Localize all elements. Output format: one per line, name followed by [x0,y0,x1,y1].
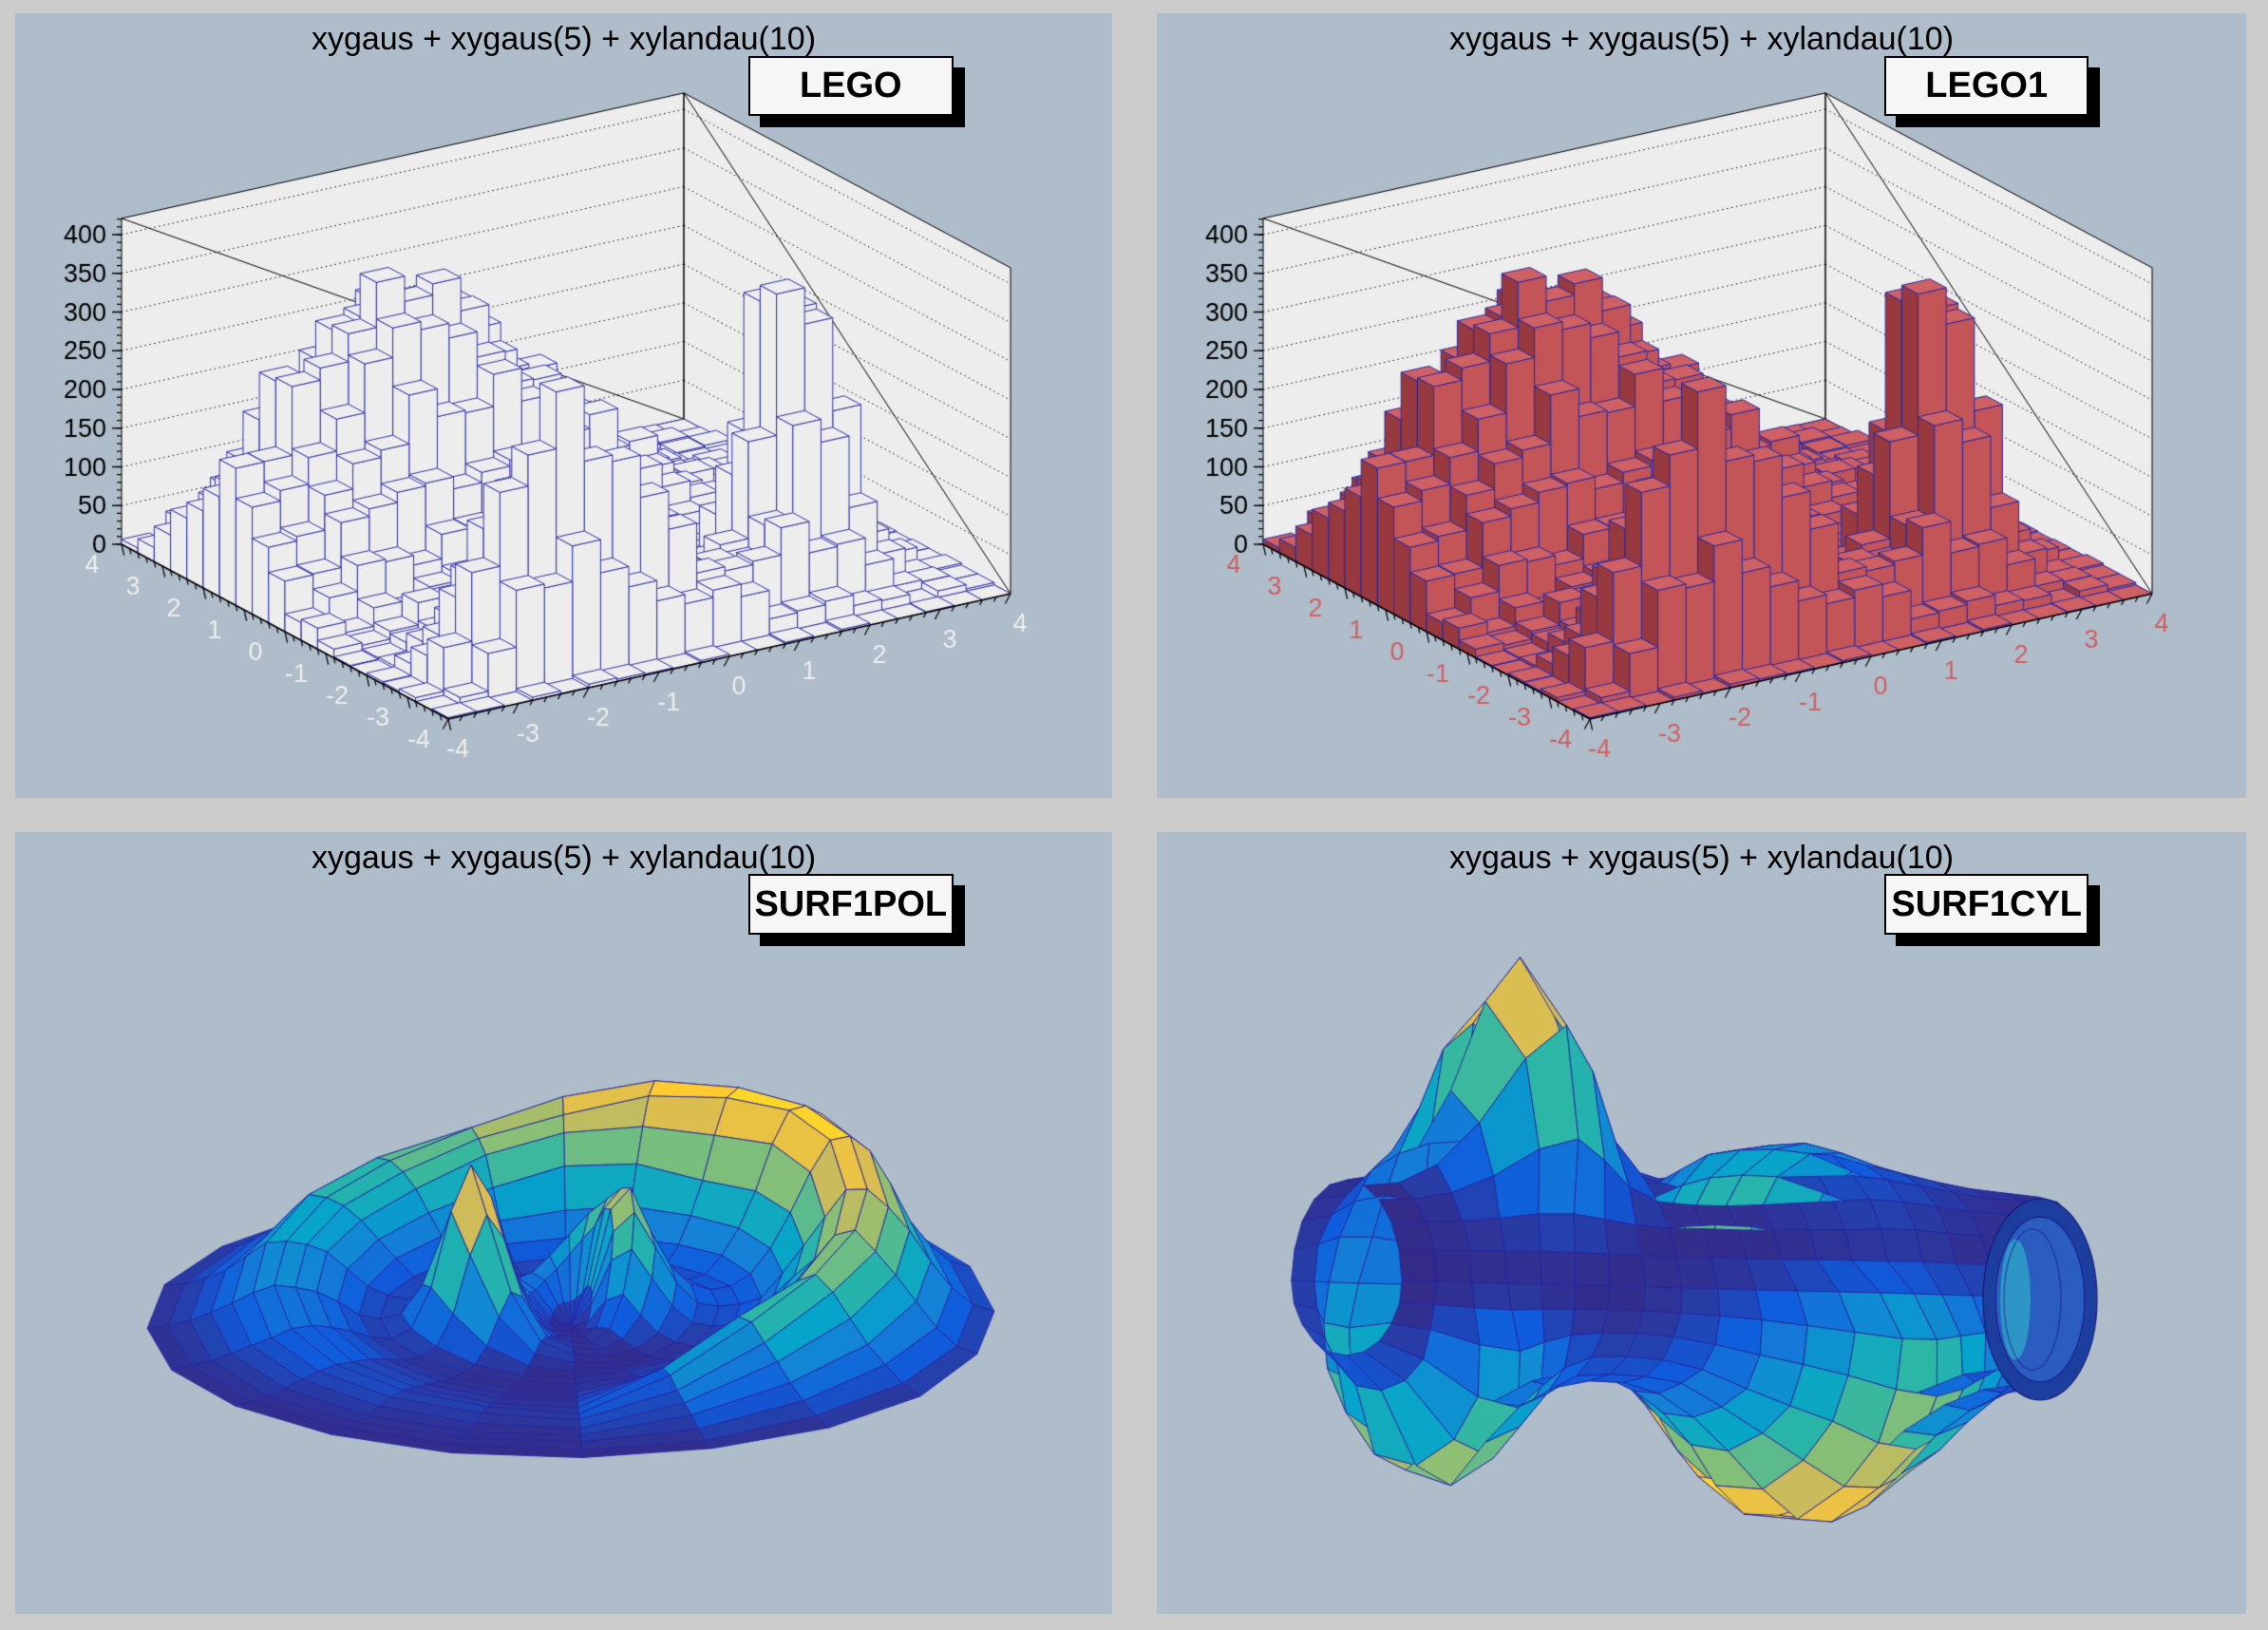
pad-surf1cyl[interactable]: xygaus + xygaus(5) + xylandau(10) SURF1C… [1157,832,2246,1614]
pave-label-surf1pol: SURF1POL [747,874,954,935]
lego-plot[interactable] [15,13,1112,798]
histogram-title: xygaus + xygaus(5) + xylandau(10) [1448,21,1955,57]
pave-label-lego1: LEGO1 [1884,55,2089,117]
pad-surf1pol[interactable]: xygaus + xygaus(5) + xylandau(10) SURF1P… [15,832,1112,1614]
pave-label-surf1cyl: SURF1CYL [1884,874,2089,935]
histogram-title: xygaus + xygaus(5) + xylandau(10) [311,840,817,876]
pad-lego[interactable]: xygaus + xygaus(5) + xylandau(10) LEGO [15,13,1112,798]
lego1-plot[interactable] [1157,13,2246,798]
surf1pol-plot[interactable] [15,832,1112,1614]
histogram-title: xygaus + xygaus(5) + xylandau(10) [1448,840,1955,876]
histogram-title: xygaus + xygaus(5) + xylandau(10) [311,21,817,57]
pad-lego1[interactable]: xygaus + xygaus(5) + xylandau(10) LEGO1 [1157,13,2246,798]
pave-label-lego: LEGO [747,55,954,117]
surf1cyl-plot[interactable] [1157,832,2246,1614]
